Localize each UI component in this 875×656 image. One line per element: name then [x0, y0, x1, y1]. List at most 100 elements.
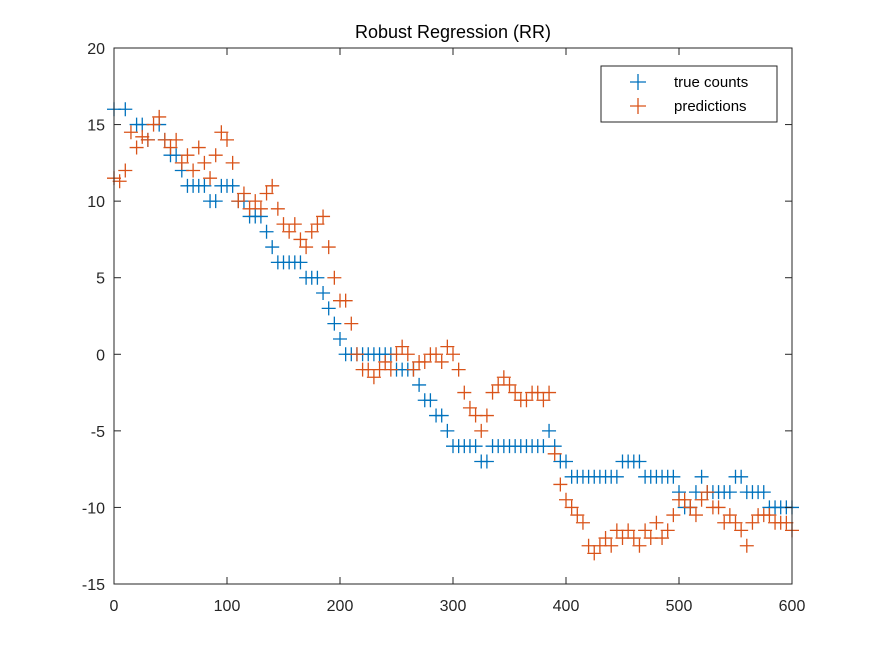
true-count-point [559, 454, 573, 469]
prediction-point [383, 362, 398, 377]
x-tick-label: 400 [553, 598, 580, 615]
true-count-point [208, 194, 223, 209]
true-count-point [265, 240, 280, 255]
prediction-point [236, 186, 251, 201]
prediction-point [366, 370, 381, 385]
ticks-layer: 0 100 200 300 400 500 600 -15 -10 -5 0 5 10 15 20 [82, 41, 806, 615]
true-count-point [259, 224, 274, 239]
legend-label-predictions: predictions [674, 98, 747, 115]
prediction-point [694, 492, 709, 507]
prediction-point [474, 423, 489, 438]
x-tick-label: 0 [110, 598, 119, 615]
prediction-point [123, 125, 138, 140]
prediction-point [163, 140, 178, 155]
true-count-point [756, 485, 771, 500]
prediction-point [395, 339, 410, 354]
prediction-point [208, 148, 223, 163]
prediction-point [186, 163, 201, 178]
x-tick-label: 100 [214, 598, 241, 615]
prediction-point [327, 270, 342, 285]
legend-marker-predictions [630, 98, 646, 114]
prediction-point [559, 492, 573, 507]
prediction-point [197, 155, 212, 170]
x-tick-label: 300 [440, 598, 467, 615]
prediction-point [293, 232, 308, 247]
true-count-point [412, 377, 427, 392]
prediction-point [169, 132, 184, 147]
prediction-point [378, 354, 393, 369]
prediction-point [711, 500, 726, 515]
prediction-point [666, 508, 681, 523]
prediction-point [203, 171, 218, 186]
prediction-point [282, 224, 297, 239]
x-tick-label: 500 [666, 598, 693, 615]
prediction-point [700, 485, 715, 500]
prediction-point [655, 531, 670, 546]
prediction-point [519, 393, 534, 408]
prediction-point [547, 446, 562, 461]
prediction-point [400, 347, 415, 362]
prediction-point [621, 523, 636, 538]
prediction-point [225, 155, 240, 170]
true-count-point [321, 301, 336, 316]
y-tick-label: -15 [82, 577, 105, 594]
true-count-point [434, 408, 449, 423]
true-count-point [734, 469, 749, 484]
prediction-point [660, 523, 675, 538]
true-count-point [197, 178, 212, 193]
prediction-point [220, 132, 234, 147]
true-count-point [225, 178, 240, 193]
chart-title: Robust Regression (RR) [355, 22, 551, 42]
y-tick-label: -10 [82, 500, 105, 517]
prediction-point [677, 492, 692, 507]
prediction-point [180, 148, 195, 163]
prediction-point [479, 408, 494, 423]
prediction-point [446, 347, 460, 362]
true-count-point [310, 270, 325, 285]
prediction-point [638, 523, 653, 538]
prediction-point [649, 515, 664, 530]
prediction-point [779, 515, 794, 530]
prediction-point [310, 217, 325, 232]
y-tick-label: 5 [96, 271, 105, 288]
prediction-point [406, 362, 421, 377]
prediction-point [734, 523, 749, 538]
prediction-point [683, 500, 698, 515]
prediction-point [632, 538, 647, 553]
prediction-point [146, 117, 161, 132]
prediction-point [299, 240, 314, 255]
prediction-point [536, 393, 551, 408]
prediction-point [553, 477, 568, 492]
prediction-point [626, 531, 641, 546]
prediction-point [259, 186, 274, 201]
prediction-point [248, 194, 263, 209]
prediction-point [135, 129, 150, 144]
y-tick-label: 20 [87, 41, 105, 58]
true-count-point [632, 454, 647, 469]
prediction-point [564, 500, 579, 515]
prediction-point [253, 201, 268, 216]
prediction-point [417, 354, 432, 369]
true-count-point [666, 469, 681, 484]
true-count-point [423, 393, 438, 408]
prediction-point [587, 546, 602, 561]
prediction-point [344, 316, 359, 331]
prediction-point [191, 140, 206, 155]
prediction-point [462, 400, 477, 415]
prediction-point [338, 293, 353, 308]
prediction-point [502, 377, 517, 392]
true-count-point [542, 423, 557, 438]
prediction-point [349, 347, 364, 362]
prediction-point [434, 354, 449, 369]
prediction-point [485, 385, 500, 400]
points-layer [107, 102, 799, 561]
true-count-point [440, 423, 455, 438]
prediction-point [688, 508, 703, 523]
prediction-point [231, 194, 246, 209]
prediction-point [508, 385, 523, 400]
true-count-point [609, 469, 624, 484]
prediction-point [762, 508, 777, 523]
prediction-point [739, 538, 754, 553]
